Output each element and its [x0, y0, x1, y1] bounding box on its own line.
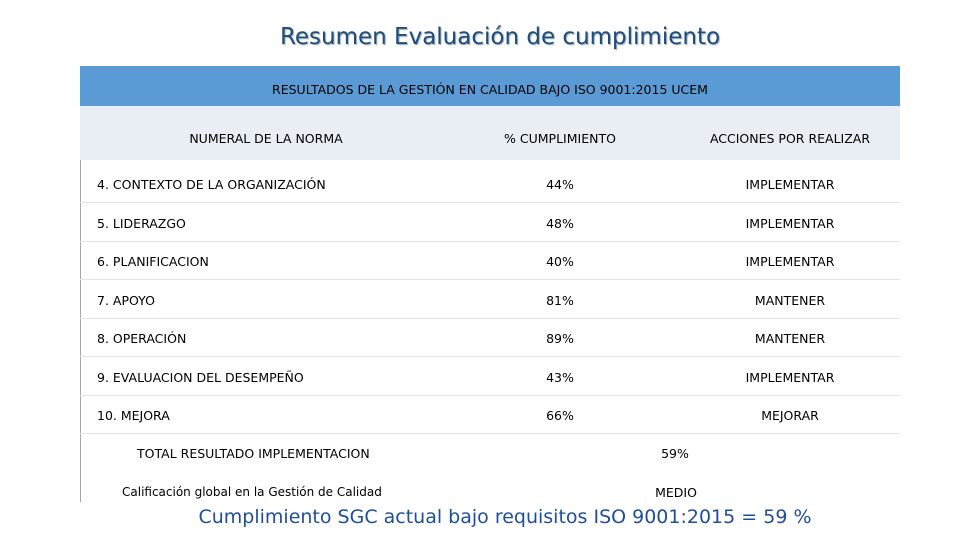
table-row: 10. MEJORA 66% MEJORAR	[80, 395, 900, 434]
table-cell: 8. OPERACIÓN	[97, 331, 187, 346]
table-cell: 4. CONTEXTO DE LA ORGANIZACIÓN	[97, 177, 326, 192]
table-cell: MANTENER	[754, 292, 826, 308]
table-cell: 40%	[546, 254, 574, 269]
table-cell: IMPLEMENTAR	[745, 215, 835, 231]
header-cell: NUMERAL DE LA NORMA	[189, 131, 343, 146]
table-cell: 6. PLANIFICACION	[97, 254, 209, 269]
title: Resumen Evaluación de cumplimiento	[279, 24, 721, 50]
total-label: TOTAL RESULTADO IMPLEMENTACION	[137, 446, 370, 461]
table-cell: 44%	[546, 177, 574, 192]
table-row: 4. CONTEXTO DE LA ORGANIZACIÓN 44% IMPLEME…	[80, 164, 900, 203]
table-cell: IMPLEMENTAR	[745, 369, 835, 385]
table-cell: 66%	[546, 408, 574, 423]
rating-value: MEDIO	[655, 485, 697, 500]
header-cell: ACCIONES POR REALIZAR	[709, 131, 871, 146]
table-row: 5. LIDERAZGO 48% IMPLEMENTAR	[80, 203, 900, 242]
table-cell: IMPLEMENTAR	[745, 254, 835, 269]
table-row: 9. EVALUACION DEL DESEMPEÑO 43% IMPLEMENTA…	[80, 357, 900, 396]
table-cell: MEJORAR	[761, 408, 819, 423]
rating-label: Calificación global en la Gestión de Cal…	[122, 485, 382, 499]
header-cell: % CUMPLIMIENTO	[504, 131, 616, 146]
table-frame	[80, 66, 901, 502]
table-row: 7. APOYO 81% MANTENER	[80, 280, 900, 319]
total-value: 59%	[661, 446, 689, 461]
table-cell: 81%	[546, 292, 574, 308]
footer: Cumplimiento SGC actual bajo requisitos …	[198, 506, 812, 528]
table-row: 8. OPERACIÓN 89% MANTENER	[80, 318, 900, 357]
table-cell: 43%	[546, 369, 574, 385]
table-header: NUMERAL DE LA NORMA % CUMPLIMIENTO ACCIO…	[80, 106, 900, 160]
table-cell: 48%	[546, 215, 574, 231]
table-cell: MANTENER	[754, 331, 826, 346]
table-caption: RESULTADOS DE LA GESTIÓN EN CALIDAD BAJO…	[80, 66, 900, 106]
table-cell: 7. APOYO	[97, 292, 155, 308]
table-cell: 89%	[546, 331, 574, 346]
table-row: 6. PLANIFICACION 40% IMPLEMENTAR	[80, 241, 900, 280]
table-cell: IMPLEMENTAR	[745, 177, 835, 192]
table-cell: 9. EVALUACION DEL DESEMPEÑO	[97, 369, 304, 385]
table-cell: 10. MEJORA	[97, 408, 170, 423]
table-cell: 5. LIDERAZGO	[97, 215, 186, 231]
